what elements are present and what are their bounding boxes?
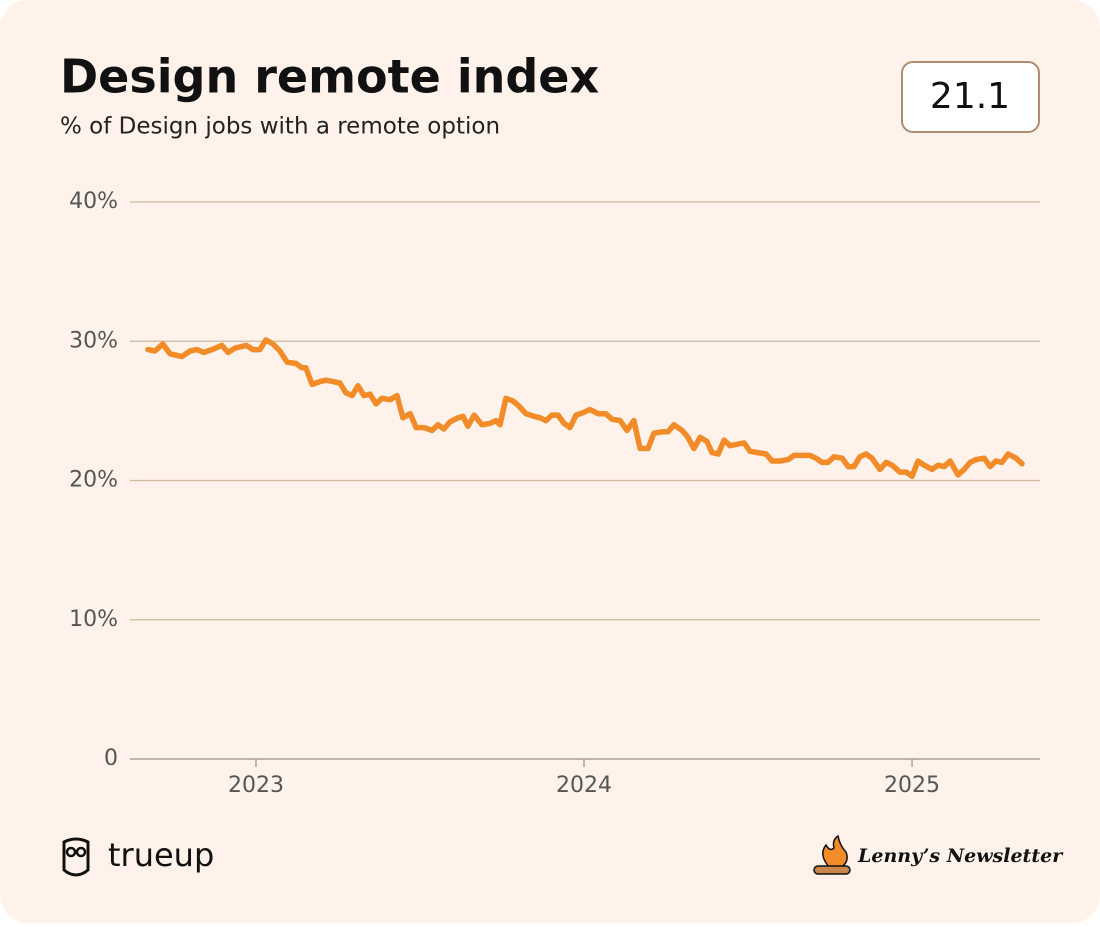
- latest-badge: [901, 61, 1040, 133]
- chart-subtitle: % of Design jobs with a remote option: [60, 114, 500, 140]
- trueup-logo: trueup: [62, 836, 214, 877]
- y-tick-label: 0: [104, 746, 118, 771]
- log-icon: [813, 865, 851, 875]
- y-tick-label: 30%: [69, 328, 118, 353]
- x-tick-label: 2024: [556, 773, 612, 798]
- fire-icon: [822, 834, 848, 869]
- y-tick-label: 40%: [69, 189, 118, 214]
- y-tick-label: 20%: [69, 468, 118, 493]
- owl-eye: [75, 846, 87, 858]
- footer-right: Lenny’s Newsletter: [857, 845, 1064, 867]
- latest-value: 21.1: [930, 76, 1010, 117]
- y-tick-label: 10%: [69, 607, 118, 632]
- lenny-logo: Lenny’s Newsletter: [813, 834, 1064, 875]
- x-tick-label: 2025: [884, 773, 940, 798]
- plot-area: 0 10% 20% 30% 40% 2023 2024 2025: [69, 189, 1040, 798]
- chart-title: Design remote index: [60, 50, 599, 104]
- data-line: [145, 337, 1025, 480]
- owl-eye: [65, 846, 77, 858]
- x-tick-label: 2023: [228, 773, 284, 798]
- owl-icon: [62, 837, 90, 877]
- footer-left: trueup: [108, 836, 214, 874]
